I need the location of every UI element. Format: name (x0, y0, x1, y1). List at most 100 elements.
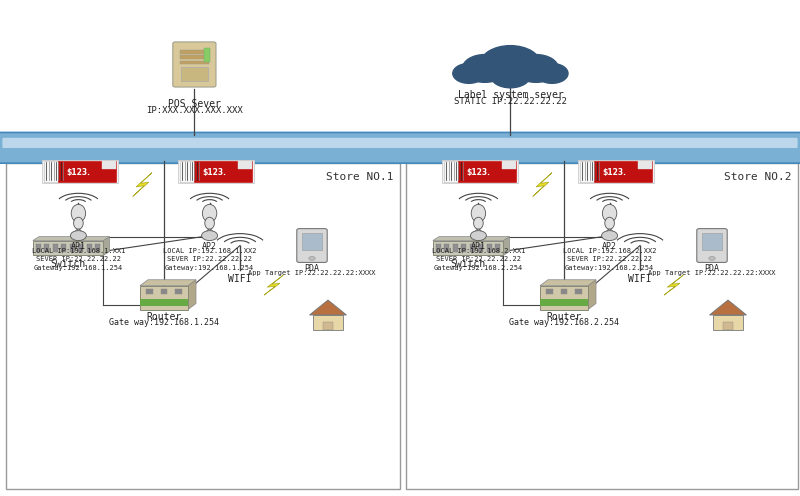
Circle shape (514, 55, 558, 82)
Bar (406, 163, 798, 489)
Text: POS Sever: POS Sever (168, 99, 221, 109)
Bar (594, 161, 652, 182)
Circle shape (536, 63, 568, 83)
Bar (194, 161, 252, 182)
Text: PDA: PDA (705, 264, 719, 273)
Circle shape (309, 256, 315, 260)
Bar (478, 244, 483, 252)
Bar (713, 315, 743, 330)
Circle shape (507, 59, 542, 80)
Bar (42, 160, 118, 183)
Bar (102, 161, 116, 169)
Bar (323, 322, 333, 330)
Bar (180, 50, 209, 54)
Bar (161, 289, 167, 294)
Bar (95, 244, 100, 252)
Bar (638, 161, 652, 169)
Text: WIFI: WIFI (228, 274, 252, 284)
Text: $123.: $123. (202, 168, 226, 177)
Bar (204, 48, 210, 62)
Bar (178, 160, 254, 183)
Bar (702, 233, 722, 250)
Ellipse shape (205, 217, 214, 229)
Circle shape (709, 256, 715, 260)
Circle shape (490, 63, 530, 88)
Polygon shape (533, 173, 552, 196)
Polygon shape (188, 280, 196, 310)
Polygon shape (588, 280, 596, 310)
Text: Store NO.2: Store NO.2 (725, 172, 792, 182)
Ellipse shape (605, 217, 614, 229)
Bar (495, 244, 500, 252)
Polygon shape (540, 280, 596, 286)
Text: App Target IP:22.22.22.22:XXXX: App Target IP:22.22.22.22:XXXX (648, 270, 776, 276)
Bar (140, 299, 188, 306)
Polygon shape (664, 275, 683, 295)
Bar (433, 241, 503, 255)
Text: AP1: AP1 (71, 242, 86, 250)
Circle shape (480, 46, 541, 83)
Text: Switch: Switch (450, 259, 486, 269)
Bar (723, 322, 733, 330)
Bar (33, 241, 103, 255)
Circle shape (70, 231, 86, 241)
Bar (486, 244, 491, 252)
FancyBboxPatch shape (0, 132, 800, 163)
Text: STATIC IP:22.22.22.22: STATIC IP:22.22.22.22 (454, 97, 567, 106)
Bar (575, 289, 582, 294)
FancyBboxPatch shape (697, 229, 727, 262)
Bar (578, 160, 654, 183)
Bar (436, 244, 441, 252)
Bar (70, 244, 74, 252)
Text: IP:XXX.XXX.XXX.XXX: IP:XXX.XXX.XXX.XXX (146, 106, 242, 115)
Text: Gate way:192.168.1.254: Gate way:192.168.1.254 (109, 318, 219, 327)
Text: Store NO.1: Store NO.1 (326, 172, 394, 182)
Bar (180, 161, 194, 182)
Text: $123.: $123. (66, 168, 90, 177)
Text: LOCAL IP:192.168.2.XX2
SEVER IP:22.22.22.22
Gateway:192.168.2.254: LOCAL IP:192.168.2.XX2 SEVER IP:22.22.22… (563, 248, 656, 270)
Bar (458, 161, 516, 182)
Bar (238, 161, 252, 169)
Polygon shape (264, 275, 283, 295)
Bar (445, 244, 450, 252)
Bar (546, 289, 553, 294)
Text: LOCAL IP:192.168.2.XX1
SEVER IP:22.22.22.22
Gateway:192.168.2.254: LOCAL IP:192.168.2.XX1 SEVER IP:22.22.22… (432, 248, 525, 270)
Polygon shape (710, 300, 746, 315)
Ellipse shape (474, 217, 483, 229)
Text: Switch: Switch (50, 259, 86, 269)
FancyBboxPatch shape (297, 229, 327, 262)
Circle shape (478, 59, 514, 80)
Bar (45, 244, 50, 252)
Polygon shape (103, 237, 110, 255)
Text: $123.: $123. (466, 168, 490, 177)
Bar (580, 161, 594, 182)
Ellipse shape (602, 204, 617, 222)
Bar (78, 244, 83, 252)
Bar (502, 161, 516, 169)
Polygon shape (433, 237, 510, 241)
Polygon shape (140, 280, 196, 286)
Ellipse shape (471, 204, 486, 222)
Bar (313, 315, 343, 330)
Ellipse shape (206, 229, 213, 237)
Bar (180, 55, 209, 59)
Bar (561, 289, 567, 294)
Bar (53, 244, 58, 252)
Bar (462, 244, 466, 252)
Text: $123.: $123. (602, 168, 626, 177)
FancyBboxPatch shape (2, 138, 798, 148)
Polygon shape (33, 237, 110, 241)
Text: AP2: AP2 (202, 242, 217, 250)
Text: Router: Router (146, 312, 182, 322)
Text: Label system sever: Label system sever (458, 90, 563, 100)
Ellipse shape (75, 229, 82, 237)
Text: AP2: AP2 (602, 242, 617, 250)
Circle shape (470, 231, 486, 241)
Bar (44, 161, 58, 182)
Text: AP1: AP1 (471, 242, 486, 250)
Text: PDA: PDA (305, 264, 319, 273)
Bar (470, 244, 474, 252)
Ellipse shape (475, 229, 482, 237)
Bar (36, 244, 41, 252)
Bar (86, 244, 91, 252)
